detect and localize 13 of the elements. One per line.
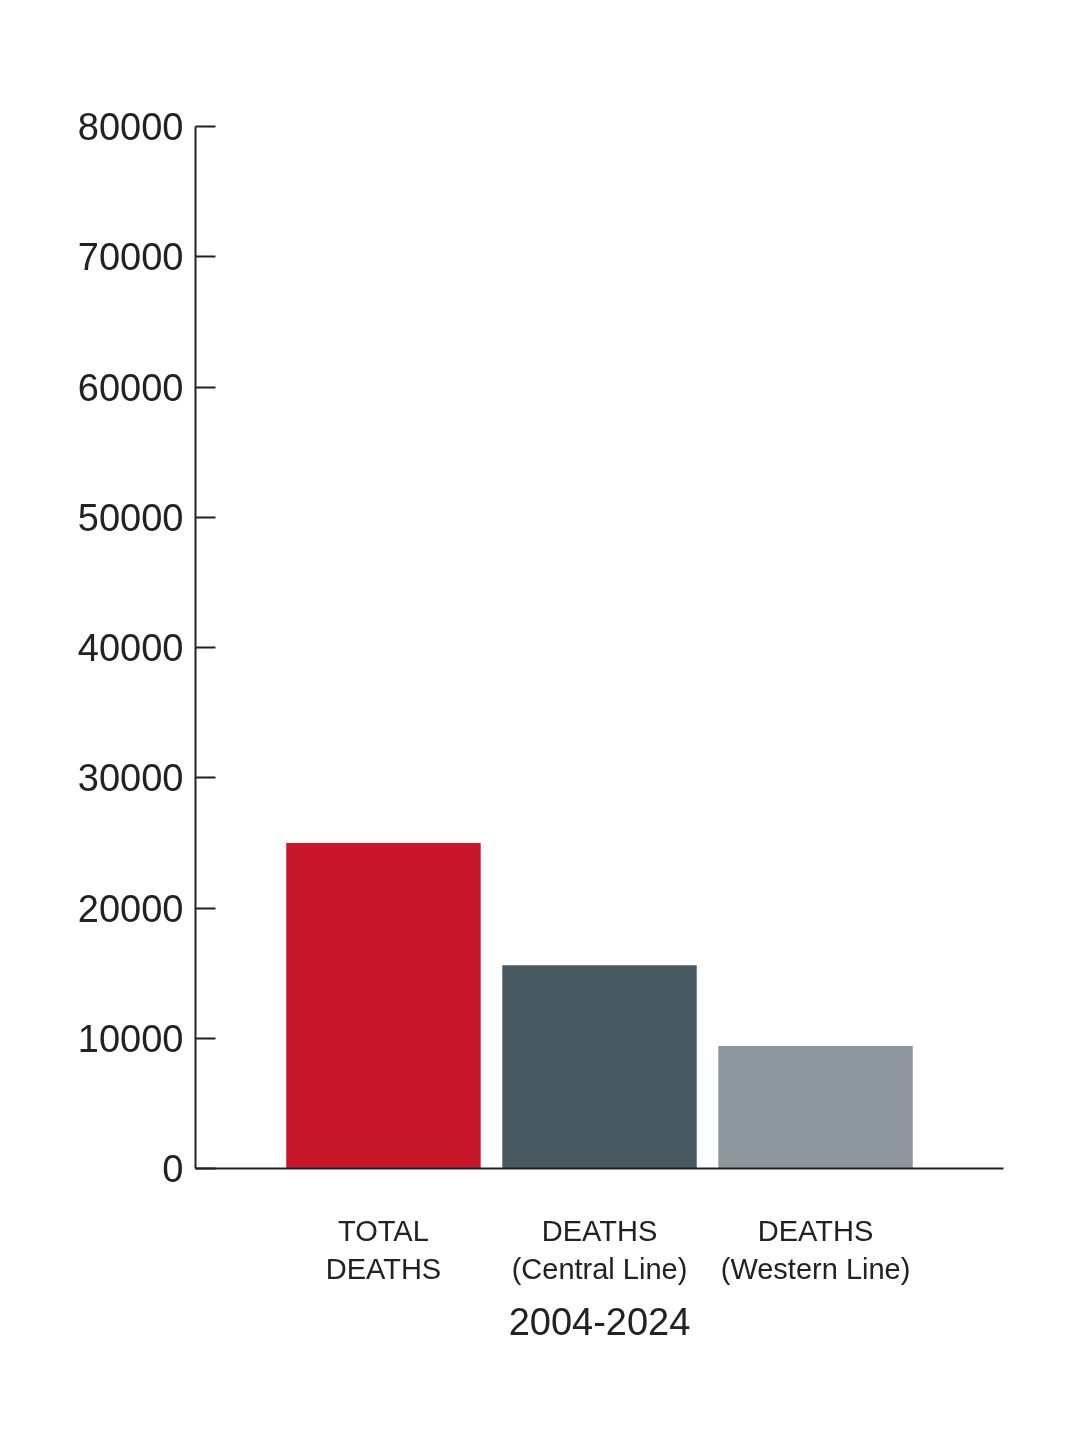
y-tick-label: 40000: [77, 627, 184, 669]
y-tick-label: 0: [162, 1148, 184, 1190]
y-tick-label: 50000: [77, 496, 184, 539]
y-tick-label: 30000: [77, 757, 184, 800]
x-tick-label: DEATHS (Central Line): [511, 1214, 688, 1285]
y-tick-label: 70000: [77, 236, 184, 279]
x-axis-title: 2004-2024: [508, 1300, 691, 1343]
x-tick-label: TOTAL DEATHS: [325, 1214, 442, 1285]
y-tick-label: 60000: [77, 366, 184, 409]
y-tick-label: 80000: [77, 106, 184, 148]
x-tick-label: DEATHS (Western Line): [720, 1214, 911, 1285]
y-tick-label: 20000: [77, 887, 184, 930]
y-tick-label: 10000: [77, 1017, 184, 1060]
